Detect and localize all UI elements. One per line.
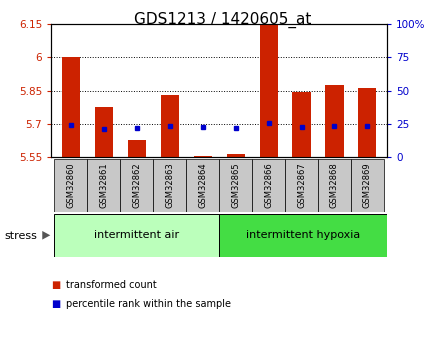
Text: GSM32869: GSM32869 [363,162,372,208]
Text: ■: ■ [51,280,61,289]
Text: intermittent hypoxia: intermittent hypoxia [246,230,360,240]
Bar [62,57,80,157]
Bar [259,25,278,157]
Bar [95,107,113,157]
Bar [252,159,285,212]
Text: GSM32864: GSM32864 [198,162,207,208]
Text: GSM32866: GSM32866 [264,162,273,208]
Bar [54,214,219,257]
Text: intermittent air: intermittent air [94,230,179,240]
Bar [219,214,387,257]
Text: transformed count: transformed count [66,280,157,289]
Bar [292,92,311,157]
Text: GSM32860: GSM32860 [66,162,76,208]
Bar [318,159,351,212]
Bar [358,88,376,157]
Bar [54,159,87,212]
Text: GSM32861: GSM32861 [99,162,109,208]
Bar [120,159,153,212]
Bar [153,159,186,212]
Text: GSM32863: GSM32863 [165,162,174,208]
Text: GSM32867: GSM32867 [297,162,306,208]
Text: GSM32868: GSM32868 [330,162,339,208]
Bar [128,140,146,157]
Text: GDS1213 / 1420605_at: GDS1213 / 1420605_at [134,12,311,28]
Bar [161,95,179,157]
Bar [285,159,318,212]
Text: stress: stress [4,231,37,241]
Bar [325,85,344,157]
Text: ■: ■ [51,299,61,308]
Text: GSM32865: GSM32865 [231,162,240,208]
Bar [186,159,219,212]
Bar [194,156,212,157]
Bar [227,154,245,157]
Text: percentile rank within the sample: percentile rank within the sample [66,299,231,308]
Bar [87,159,120,212]
Bar [351,159,384,212]
Bar [219,159,252,212]
Text: GSM32862: GSM32862 [132,162,142,208]
